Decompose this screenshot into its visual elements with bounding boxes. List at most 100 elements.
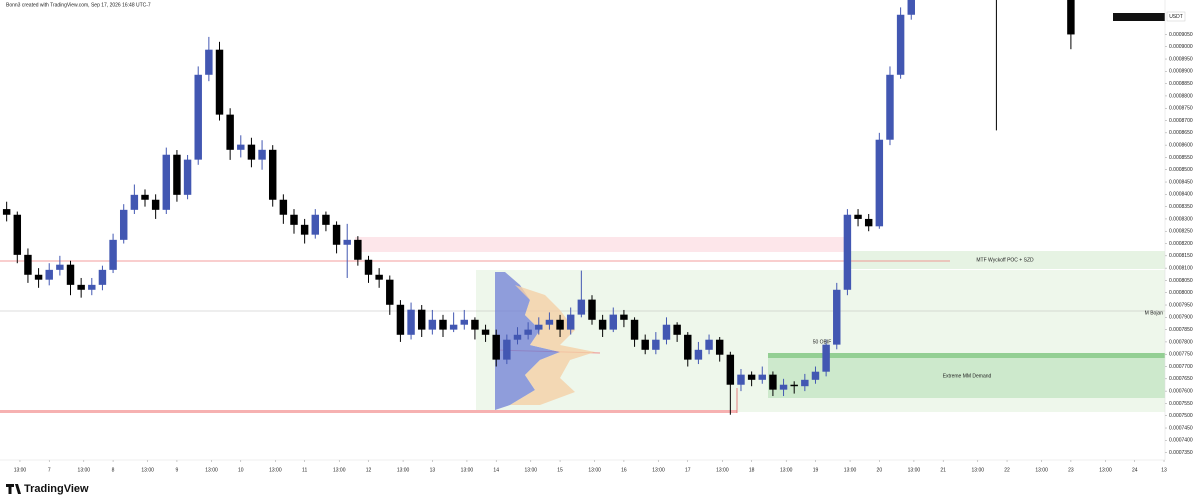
y-tick-label: 0.0007850 [1169,327,1193,333]
candle-body [45,269,53,280]
candle-body [641,339,649,350]
candle-body [662,324,671,340]
x-tick-label: 13:00 [716,467,729,473]
candle-body [151,199,160,210]
candle-body [513,334,522,340]
candle-body [1067,0,1075,35]
annotation: M Bojan [1145,310,1164,316]
x-tick-label: 13:00 [78,467,91,473]
logo [6,484,21,494]
candle-body [237,144,245,150]
candle-body [375,274,383,280]
y-tick-label: 0.0007350 [1169,450,1193,456]
candle-body [854,214,862,219]
candle-body [300,224,309,235]
x-tick-label: 22 [1004,467,1010,473]
candle-body [705,339,713,350]
x-tick-label: 13:00 [205,467,218,473]
candle-body [556,319,564,330]
y-tick-label: 0.0009000 [1169,44,1193,50]
x-tick-label: 13 [430,467,436,473]
y-tick-label: 0.0008500 [1169,167,1193,173]
candle-body [194,74,202,160]
candle-body [481,329,490,335]
y-tick-label: 0.0008150 [1169,253,1193,259]
candle-body [354,239,362,260]
x-tick-label: 13:00 [141,467,154,473]
candle-body [726,354,735,385]
x-tick-label: 13:00 [1035,467,1048,473]
brand-logo [6,484,21,494]
candle-body [173,154,181,195]
candle-body [24,254,32,275]
y-tick-label: 0.0007650 [1169,376,1193,382]
candle-body [896,14,905,75]
y-tick-label: 0.0007600 [1169,388,1193,394]
y-tick-label: 0.0007950 [1169,302,1193,308]
y-tick-label: 0.0008350 [1169,204,1193,210]
candle-body [758,374,766,380]
candle-body [290,214,298,225]
candle-body [226,114,234,150]
x-tick-label: 13:00 [461,467,474,473]
x-tick-label: 12 [366,467,372,473]
candle-body [66,264,75,285]
candle-body [886,74,894,140]
candle-body [322,214,330,225]
candle-body [364,259,373,275]
zone-edge [768,353,1165,358]
candle-body [492,334,500,360]
candle-body [598,319,607,330]
y-tick-label: 0.0007400 [1169,438,1193,444]
x-tick-label: 11 [302,467,307,473]
y-tick-label: 0.0008300 [1169,216,1193,222]
candle-body [247,144,256,160]
annotation: MTF Wyckoff POC + SZD [976,257,1034,263]
candle-body [609,314,617,330]
y-tick-label: 0.0008700 [1169,118,1193,124]
candle-body [747,374,756,380]
y-tick-label: 0.0008750 [1169,106,1193,112]
candle-body [875,139,884,227]
candle-body [396,304,405,335]
y-tick-label: 0.0009050 [1169,32,1193,38]
y-tick-label: 0.0008900 [1169,69,1193,75]
toolbar [1113,13,1165,21]
x-tick-label: 13:00 [780,467,793,473]
candle-body [769,374,777,390]
candle-body [833,289,841,345]
currency-box [1166,11,1186,22]
y-tick-label: 0.0007500 [1169,413,1193,419]
x-tick-label: 19 [813,467,819,473]
zones [0,0,1165,415]
candle-body [535,324,543,330]
y-tick-label: 0.0008800 [1169,93,1193,99]
candle-body [183,159,192,195]
y-tick-label: 0.0007450 [1169,425,1193,431]
x-tick-label: 13:00 [525,467,538,473]
y-tick-label: 0.0008400 [1169,192,1193,198]
x-tick-label: 20 [877,467,883,473]
candle-body [98,269,107,285]
attribution: Bonn3 created with TradingView.com, Sep … [6,2,151,8]
candle-body [449,324,458,330]
candle-body [130,194,139,210]
x-tick-label: 9 [176,467,179,473]
candle-body [279,199,288,215]
candle-body [119,209,128,240]
x-tick-label: 16 [621,467,627,473]
x-tick-label: 23 [1068,467,1074,473]
candles [2,0,1075,415]
y-tick-label: 0.0007750 [1169,352,1193,358]
y-tick-label: 0.0008600 [1169,142,1193,148]
x-tick-label: 13:00 [14,467,27,473]
x-tick-label: 24 [1132,467,1138,473]
y-tick-label: 0.0007550 [1169,401,1193,407]
x-tick-label: 13:00 [972,467,985,473]
x-tick-label: 13:00 [844,467,857,473]
annotation: Extreme MM Demand [943,373,992,379]
x-tick-label: 17 [685,467,691,473]
y-tick-label: 0.0008950 [1169,56,1193,62]
x-tick-label: 14 [493,467,499,473]
y-tick-label: 0.0008450 [1169,179,1193,185]
